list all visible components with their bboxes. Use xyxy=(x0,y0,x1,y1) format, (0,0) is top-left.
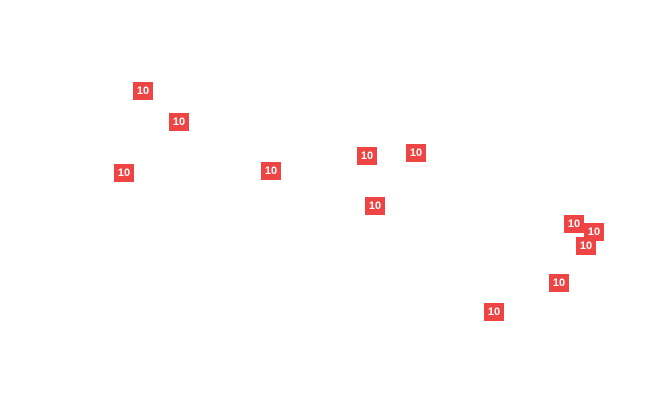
cluster-marker[interactable]: 10 xyxy=(549,274,569,292)
cluster-marker[interactable]: 10 xyxy=(584,223,604,241)
cluster-marker[interactable]: 10 xyxy=(365,197,385,215)
cluster-marker[interactable]: 10 xyxy=(114,164,134,182)
cluster-marker[interactable]: 10 xyxy=(564,215,584,233)
cluster-marker[interactable]: 10 xyxy=(484,303,504,321)
cluster-marker[interactable]: 10 xyxy=(261,162,281,180)
cluster-marker[interactable]: 10 xyxy=(576,237,596,255)
cluster-marker[interactable]: 10 xyxy=(133,82,153,100)
cluster-marker[interactable]: 10 xyxy=(406,144,426,162)
cluster-marker[interactable]: 10 xyxy=(357,147,377,165)
cluster-marker[interactable]: 10 xyxy=(169,113,189,131)
